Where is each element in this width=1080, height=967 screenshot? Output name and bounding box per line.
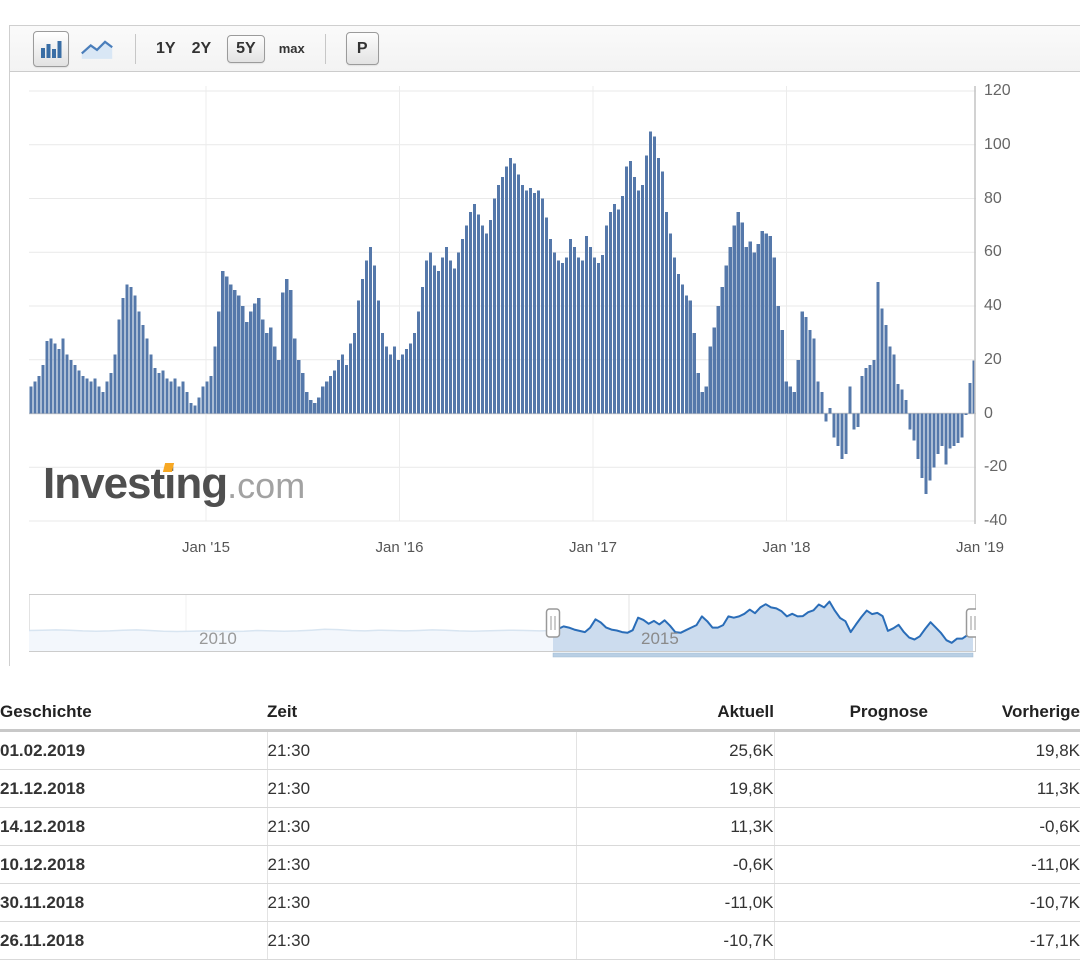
table-cell: 19,8K xyxy=(576,769,775,808)
y-tick-label: 120 xyxy=(984,82,1011,99)
chart-widget: 1Y 2Y 5Y max P 120 100 80 60 40 20 0 -20 -40 Jan… xyxy=(9,25,1080,666)
table-cell: 21:30 xyxy=(267,730,577,770)
range-navigator[interactable]: 2010 2015 xyxy=(28,594,981,658)
y-tick-label: 100 xyxy=(984,135,1011,153)
table-cell xyxy=(774,807,928,846)
toolbar-separator xyxy=(135,33,136,64)
table-row: 01.02.2019 21:30 25,6K 19,8K xyxy=(0,730,1080,770)
x-tick-label: Jan '17 xyxy=(569,539,617,556)
table-row: 26.11.2018 21:30 -10,7K -17,1K xyxy=(0,921,1080,960)
line-chart-type-button[interactable] xyxy=(79,31,115,67)
table-cell: 11,3K xyxy=(576,807,775,846)
plot-area xyxy=(29,86,980,524)
table-cell xyxy=(774,769,928,808)
table-cell: -11,0K xyxy=(576,883,775,922)
header-prognose: Prognose xyxy=(774,694,928,732)
chart-toolbar: 1Y 2Y 5Y max P xyxy=(10,26,1080,72)
table-cell xyxy=(774,730,928,770)
table-cell: -10,7K xyxy=(576,921,775,960)
table-cell: 30.11.2018 xyxy=(0,883,268,922)
header-zeit: Zeit xyxy=(267,694,576,732)
bar-chart-type-button[interactable] xyxy=(33,30,69,67)
table-header-row: Geschichte Zeit Aktuell Prognose Vorheri… xyxy=(0,694,1080,732)
table-cell: 11,3K xyxy=(928,769,1080,808)
bar-chart-icon xyxy=(41,40,62,58)
header-vorherige: Vorherige xyxy=(928,694,1080,732)
table-cell: -0,6K xyxy=(928,807,1080,846)
settings-button[interactable]: P xyxy=(345,32,379,65)
navigator-selected-range[interactable] xyxy=(553,601,973,651)
x-tick-label: Jan '18 xyxy=(762,539,811,556)
table-cell: -11,0K xyxy=(928,845,1080,884)
table-cell xyxy=(774,921,928,960)
table-cell: 26.11.2018 xyxy=(0,921,268,960)
table-cell: 21:30 xyxy=(267,807,577,846)
table-cell: 21:30 xyxy=(267,921,577,960)
table-row: 14.12.2018 21:30 11,3K -0,6K xyxy=(0,807,1080,846)
line-chart-icon xyxy=(81,39,113,59)
table-cell: -0,6K xyxy=(576,845,775,884)
navigator-handle-right[interactable] xyxy=(965,608,981,638)
navigator-handle-left[interactable] xyxy=(545,608,561,638)
toolbar-separator xyxy=(324,33,326,64)
y-tick-label: 60 xyxy=(984,243,1002,261)
y-tick-label: 0 xyxy=(984,404,993,422)
range-button-2y[interactable]: 2Y xyxy=(191,39,212,57)
y-tick-label: -40 xyxy=(984,512,1008,529)
table-row: 30.11.2018 21:30 -11,0K -10,7K xyxy=(0,883,1080,922)
y-tick-label: 40 xyxy=(984,297,1002,314)
y-tick-label: -20 xyxy=(984,458,1008,476)
header-geschichte: Geschichte xyxy=(0,694,267,732)
y-tick-label: 20 xyxy=(984,350,1002,368)
table-cell: -10,7K xyxy=(928,883,1080,922)
navigator-year-label: 2010 xyxy=(199,629,237,648)
navigator-year-label: 2015 xyxy=(641,629,679,648)
table-row: 21.12.2018 21:30 19,8K 11,3K xyxy=(0,769,1080,808)
bars-series xyxy=(29,131,976,495)
x-tick-label: Jan '16 xyxy=(375,539,424,556)
table-cell: 19,8K xyxy=(928,730,1080,770)
table-cell xyxy=(774,883,928,922)
table-cell: 01.02.2019 xyxy=(0,730,268,770)
table-cell: 21:30 xyxy=(267,769,577,808)
range-button-1y[interactable]: 1Y xyxy=(156,39,176,57)
table-cell: 14.12.2018 xyxy=(0,807,268,846)
table-cell: 21:30 xyxy=(267,845,577,884)
table-cell: -17,1K xyxy=(928,921,1080,960)
table-row: 10.12.2018 21:30 -0,6K -11,0K xyxy=(0,845,1080,884)
x-tick-label: Jan '19 xyxy=(956,539,1004,556)
range-button-5y[interactable]: 5Y xyxy=(227,34,265,63)
history-table: Geschichte Zeit Aktuell Prognose Vorheri… xyxy=(0,694,1080,960)
volume-bar-chart xyxy=(29,86,980,524)
x-tick-label: Jan '15 xyxy=(182,539,230,556)
table-cell: 10.12.2018 xyxy=(0,845,268,884)
header-aktuell: Aktuell xyxy=(576,694,774,732)
table-cell xyxy=(774,845,928,884)
range-button-max[interactable]: max xyxy=(278,41,305,56)
y-tick-label: 80 xyxy=(984,189,1002,207)
table-cell: 21.12.2018 xyxy=(0,769,268,808)
table-cell: 21:30 xyxy=(267,883,577,922)
table-cell: 25,6K xyxy=(576,730,775,770)
